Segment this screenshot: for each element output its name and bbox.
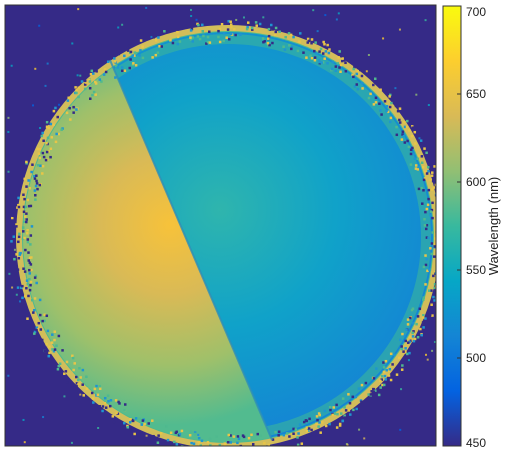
colorbar-tick-label: 500 (466, 351, 486, 365)
colorbar-tick-label: 700 (466, 5, 486, 19)
background-speckle (7, 6, 436, 446)
colorbar-ticks: 450 500 550 600 650 700 (457, 5, 486, 450)
plot-frame (4, 4, 437, 447)
colorbar-label: Wavelength (nm) (486, 177, 501, 276)
colorbar-tick-label: 650 (466, 87, 486, 101)
colorbar-gradient (442, 5, 462, 447)
colorbar-tick-label: 600 (466, 175, 486, 189)
heatmap-image (5, 5, 436, 446)
colorbar: 450 500 550 600 650 700 Wavelength (nm) (442, 5, 501, 450)
colorbar-tick-label: 450 (466, 436, 486, 450)
colorbar-tick-label: 550 (466, 263, 486, 277)
half-divider (109, 59, 273, 441)
